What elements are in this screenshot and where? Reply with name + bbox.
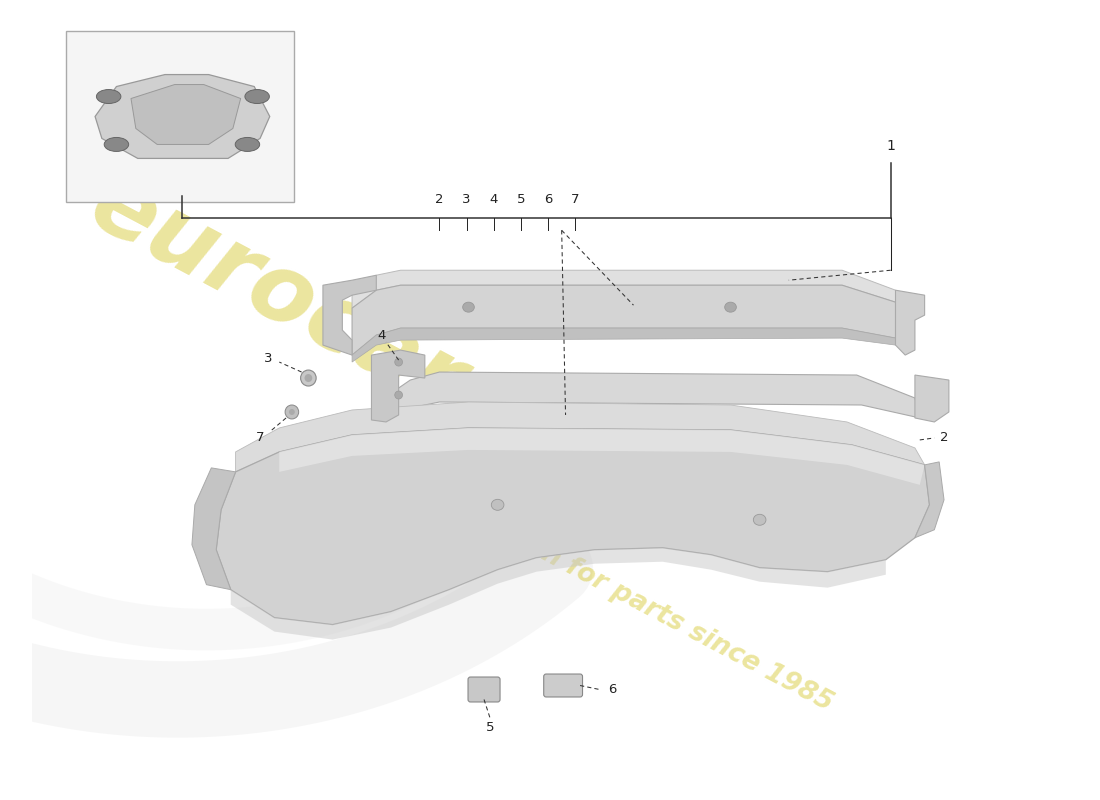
Text: 5: 5 [485, 721, 494, 734]
Ellipse shape [463, 302, 474, 312]
Text: 3: 3 [462, 194, 471, 206]
Text: 6: 6 [608, 683, 616, 696]
Polygon shape [217, 428, 930, 625]
FancyBboxPatch shape [468, 677, 500, 702]
Polygon shape [231, 548, 886, 639]
Text: a passion for parts since 1985: a passion for parts since 1985 [429, 483, 837, 717]
Polygon shape [915, 375, 949, 422]
Polygon shape [352, 328, 895, 362]
Polygon shape [131, 85, 241, 145]
Polygon shape [323, 275, 376, 355]
Ellipse shape [300, 370, 316, 386]
Text: eurocarparts: eurocarparts [75, 158, 726, 562]
Ellipse shape [285, 405, 299, 419]
Polygon shape [279, 428, 925, 485]
Polygon shape [95, 74, 270, 158]
Text: 1: 1 [887, 139, 895, 154]
Text: 2: 2 [939, 431, 948, 445]
Text: 7: 7 [255, 431, 264, 445]
Ellipse shape [104, 138, 129, 151]
Polygon shape [382, 372, 920, 425]
Ellipse shape [492, 499, 504, 510]
Polygon shape [895, 290, 925, 355]
Text: 4: 4 [377, 329, 385, 342]
Polygon shape [352, 270, 895, 308]
Polygon shape [372, 350, 425, 422]
Polygon shape [191, 468, 235, 590]
Ellipse shape [395, 358, 403, 366]
Ellipse shape [754, 514, 766, 526]
Polygon shape [352, 285, 895, 355]
Ellipse shape [305, 374, 312, 382]
Ellipse shape [235, 138, 260, 151]
FancyBboxPatch shape [543, 674, 583, 697]
Bar [66, 30, 294, 202]
Text: 5: 5 [517, 194, 525, 206]
Ellipse shape [245, 90, 270, 103]
Polygon shape [915, 462, 944, 538]
Text: 2: 2 [436, 194, 443, 206]
Polygon shape [235, 402, 925, 472]
Text: 7: 7 [571, 194, 580, 206]
Ellipse shape [725, 302, 736, 312]
Ellipse shape [395, 391, 403, 399]
Text: 6: 6 [543, 194, 552, 206]
Text: 4: 4 [490, 194, 498, 206]
Ellipse shape [289, 409, 295, 415]
Ellipse shape [97, 90, 121, 103]
Text: 3: 3 [264, 351, 273, 365]
